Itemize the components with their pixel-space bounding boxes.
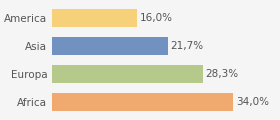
Text: 21,7%: 21,7% — [171, 41, 204, 51]
Bar — [52, 37, 168, 55]
Bar — [52, 9, 137, 27]
Text: 28,3%: 28,3% — [206, 69, 239, 79]
Bar — [52, 65, 203, 83]
Text: 16,0%: 16,0% — [140, 13, 173, 23]
Bar — [52, 93, 233, 111]
Text: 34,0%: 34,0% — [236, 97, 269, 107]
